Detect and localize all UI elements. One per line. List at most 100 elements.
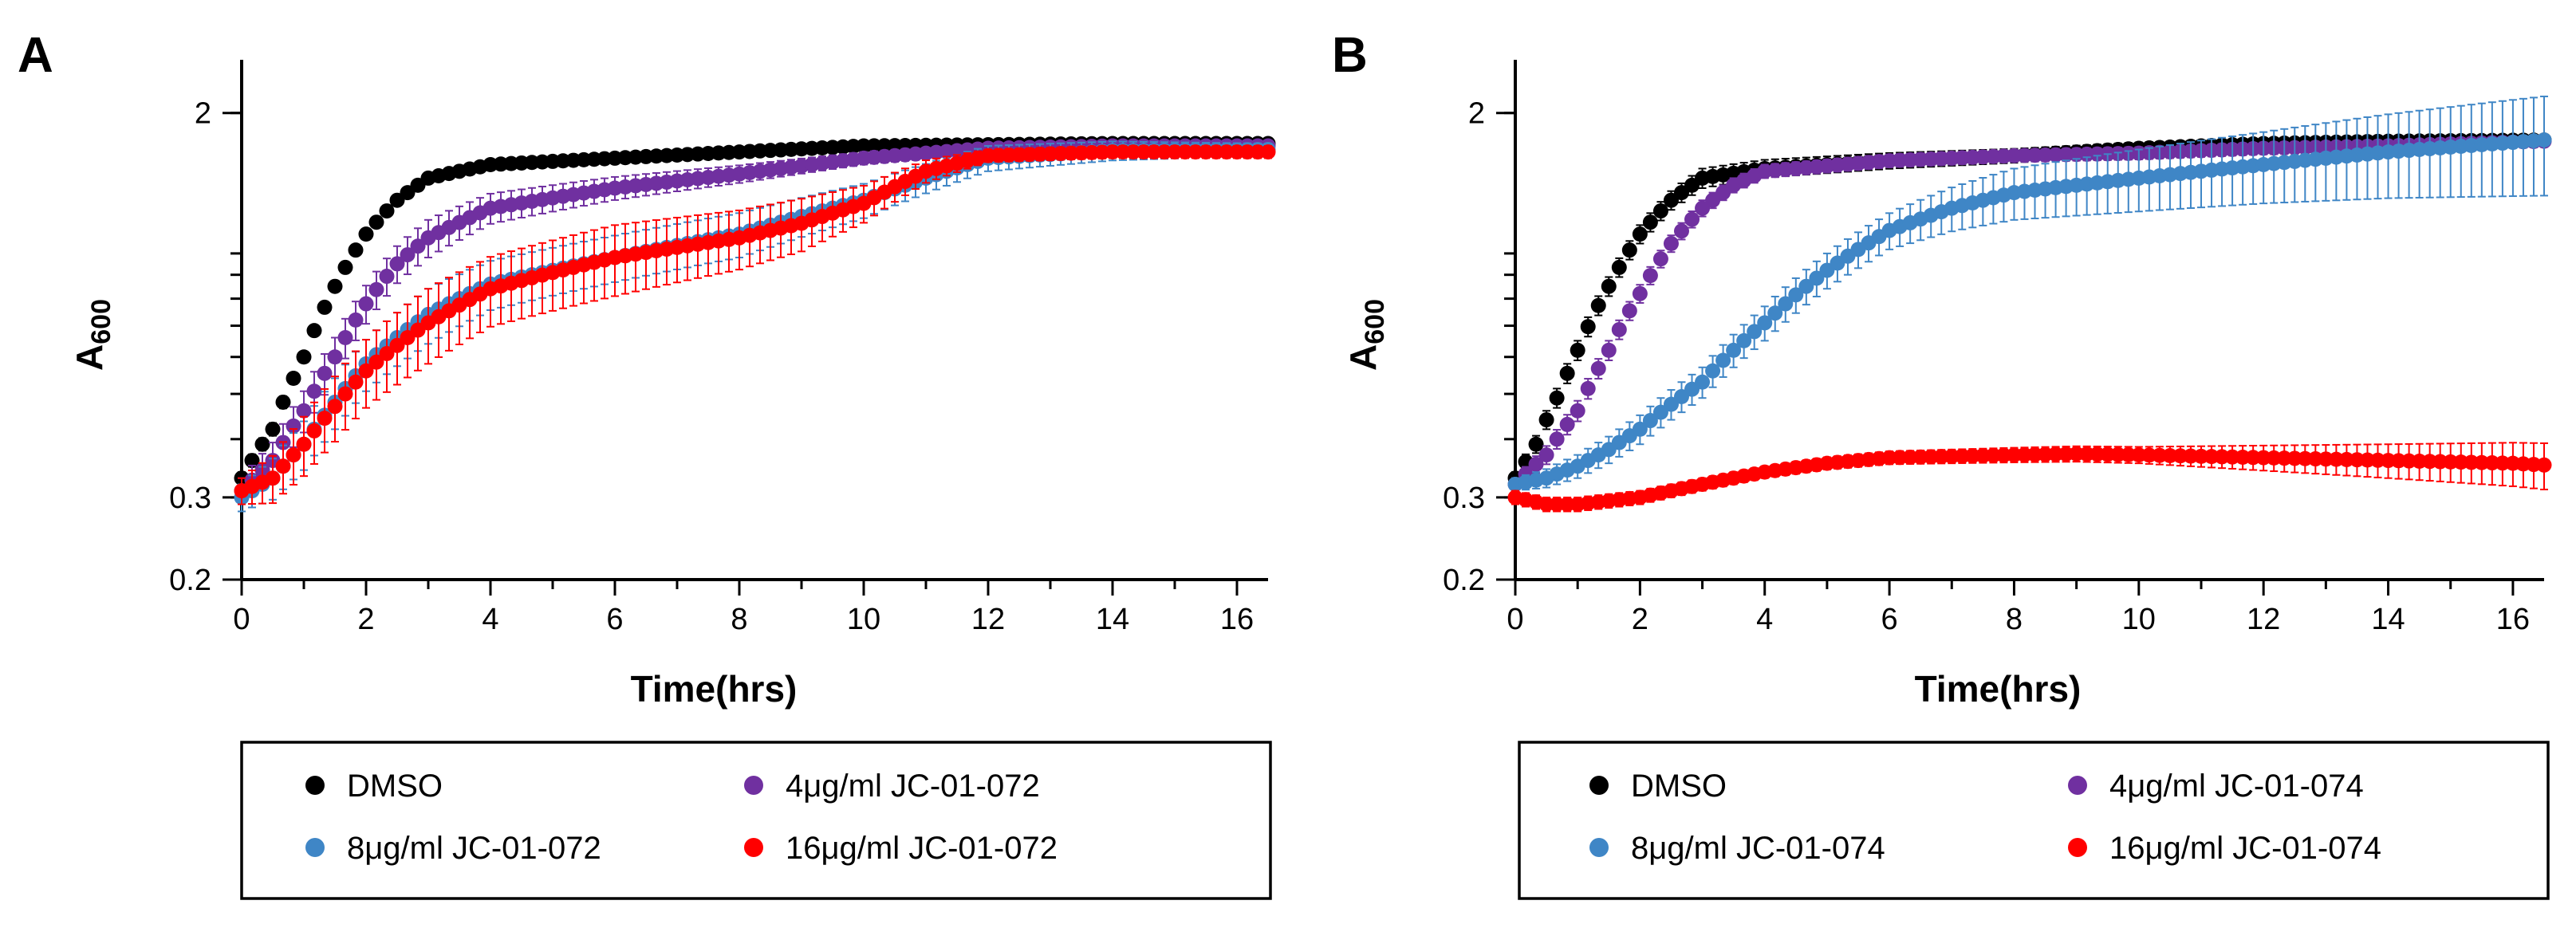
x-axis-title: Time(hrs) bbox=[1915, 668, 2082, 710]
data-point bbox=[317, 299, 333, 315]
data-point bbox=[1705, 363, 1721, 379]
data-point bbox=[1580, 319, 1596, 335]
data-point bbox=[306, 423, 322, 438]
data-point bbox=[317, 411, 333, 427]
data-point bbox=[1239, 144, 1255, 160]
data-point bbox=[1208, 144, 1224, 160]
data-point bbox=[1778, 296, 1794, 312]
data-point bbox=[1663, 235, 1679, 251]
data-point bbox=[1549, 390, 1565, 406]
data-point bbox=[286, 447, 301, 463]
data-point bbox=[389, 192, 405, 208]
y-tick-label: 0.3 bbox=[1443, 482, 1485, 515]
data-point bbox=[1559, 365, 1575, 381]
legend-marker bbox=[744, 776, 763, 795]
data-point bbox=[327, 349, 343, 365]
data-point bbox=[368, 281, 384, 297]
y-axis-title-main: A bbox=[1342, 344, 1384, 371]
legend: DMSO 4μg/ml JC-01-074 8μg/ml JC-01-074 16μg… bbox=[1518, 741, 2550, 900]
data-point bbox=[275, 458, 291, 474]
data-point bbox=[244, 453, 260, 469]
data-point bbox=[337, 386, 353, 402]
y-axis-title: A600 bbox=[1342, 299, 1390, 371]
data-point bbox=[337, 330, 353, 346]
legend-marker bbox=[1589, 776, 1609, 795]
data-point bbox=[1198, 144, 1214, 160]
data-point bbox=[379, 203, 395, 219]
y-axis-title-subscript: 600 bbox=[86, 299, 116, 344]
data-point bbox=[400, 247, 416, 263]
data-point bbox=[1146, 144, 1162, 160]
series-3 bbox=[1507, 442, 2552, 513]
x-tick-label: 12 bbox=[971, 603, 1005, 636]
panel-letter: A bbox=[18, 28, 53, 83]
data-point bbox=[1136, 144, 1152, 160]
x-tick-label: 10 bbox=[847, 603, 880, 636]
panel-letter: B bbox=[1332, 28, 1368, 83]
data-point bbox=[1621, 303, 1637, 319]
y-tick-label: 0.2 bbox=[169, 564, 211, 597]
data-point bbox=[1652, 251, 1668, 267]
data-point bbox=[1549, 497, 1565, 513]
data-point bbox=[265, 421, 281, 437]
legend-marker bbox=[305, 838, 325, 857]
x-tick-label: 12 bbox=[2247, 603, 2280, 636]
data-point bbox=[1663, 192, 1679, 208]
data-point bbox=[296, 436, 312, 452]
data-point bbox=[1549, 431, 1565, 447]
data-point bbox=[1695, 374, 1711, 390]
data-point bbox=[1705, 192, 1721, 208]
data-point bbox=[317, 365, 333, 381]
x-tick-label: 6 bbox=[606, 603, 623, 636]
x-tick-label: 4 bbox=[1756, 603, 1773, 636]
data-point bbox=[327, 278, 343, 294]
data-point bbox=[1538, 447, 1554, 463]
data-point bbox=[2536, 457, 2552, 473]
x-tick-label: 14 bbox=[2371, 603, 2405, 636]
data-point bbox=[1125, 144, 1141, 160]
data-point bbox=[348, 312, 364, 328]
x-tick-label: 4 bbox=[482, 603, 498, 636]
legend-label: 8μg/ml JC-01-072 bbox=[347, 831, 601, 866]
data-point bbox=[1767, 305, 1783, 321]
x-tick-label: 0 bbox=[233, 603, 250, 636]
data-point bbox=[1726, 342, 1742, 358]
legend-marker bbox=[744, 838, 763, 857]
data-point bbox=[410, 238, 426, 254]
data-point bbox=[286, 371, 301, 387]
y-tick-label: 0.3 bbox=[169, 482, 211, 515]
data-point bbox=[1538, 412, 1554, 428]
data-point bbox=[368, 354, 384, 370]
legend-label: 16μg/ml JC-01-072 bbox=[786, 831, 1058, 866]
panel-b: B 0 2 4 6 8 10 12 14 16 0.2 0.3 2 A600 Time(hrs) DMSO 4μ… bbox=[1332, 28, 2552, 900]
series-2 bbox=[234, 140, 1276, 513]
data-point bbox=[1798, 278, 1814, 294]
data-point bbox=[1747, 324, 1763, 340]
data-point bbox=[1167, 144, 1183, 160]
legend-box bbox=[1518, 741, 2550, 900]
data-point bbox=[337, 259, 353, 275]
data-point bbox=[296, 403, 312, 419]
data-point bbox=[1642, 214, 1658, 230]
series-2 bbox=[1507, 95, 2552, 493]
data-point bbox=[254, 436, 270, 452]
legend-label: DMSO bbox=[347, 769, 443, 804]
data-point bbox=[358, 296, 374, 312]
series-3 bbox=[234, 144, 1276, 505]
data-point bbox=[2536, 132, 2552, 148]
x-tick-label: 0 bbox=[1507, 603, 1523, 636]
data-point bbox=[1673, 223, 1689, 239]
data-point bbox=[1229, 144, 1245, 160]
data-point bbox=[1757, 315, 1773, 331]
data-point bbox=[1632, 226, 1648, 242]
data-point bbox=[368, 214, 384, 230]
data-point bbox=[1652, 404, 1668, 420]
data-point bbox=[358, 363, 374, 379]
data-point bbox=[358, 226, 374, 242]
data-point bbox=[1809, 270, 1825, 286]
data-point bbox=[1642, 268, 1658, 284]
data-point bbox=[265, 470, 281, 486]
x-tick-label: 16 bbox=[1220, 603, 1254, 636]
data-point bbox=[1663, 396, 1679, 412]
data-point bbox=[379, 269, 395, 285]
